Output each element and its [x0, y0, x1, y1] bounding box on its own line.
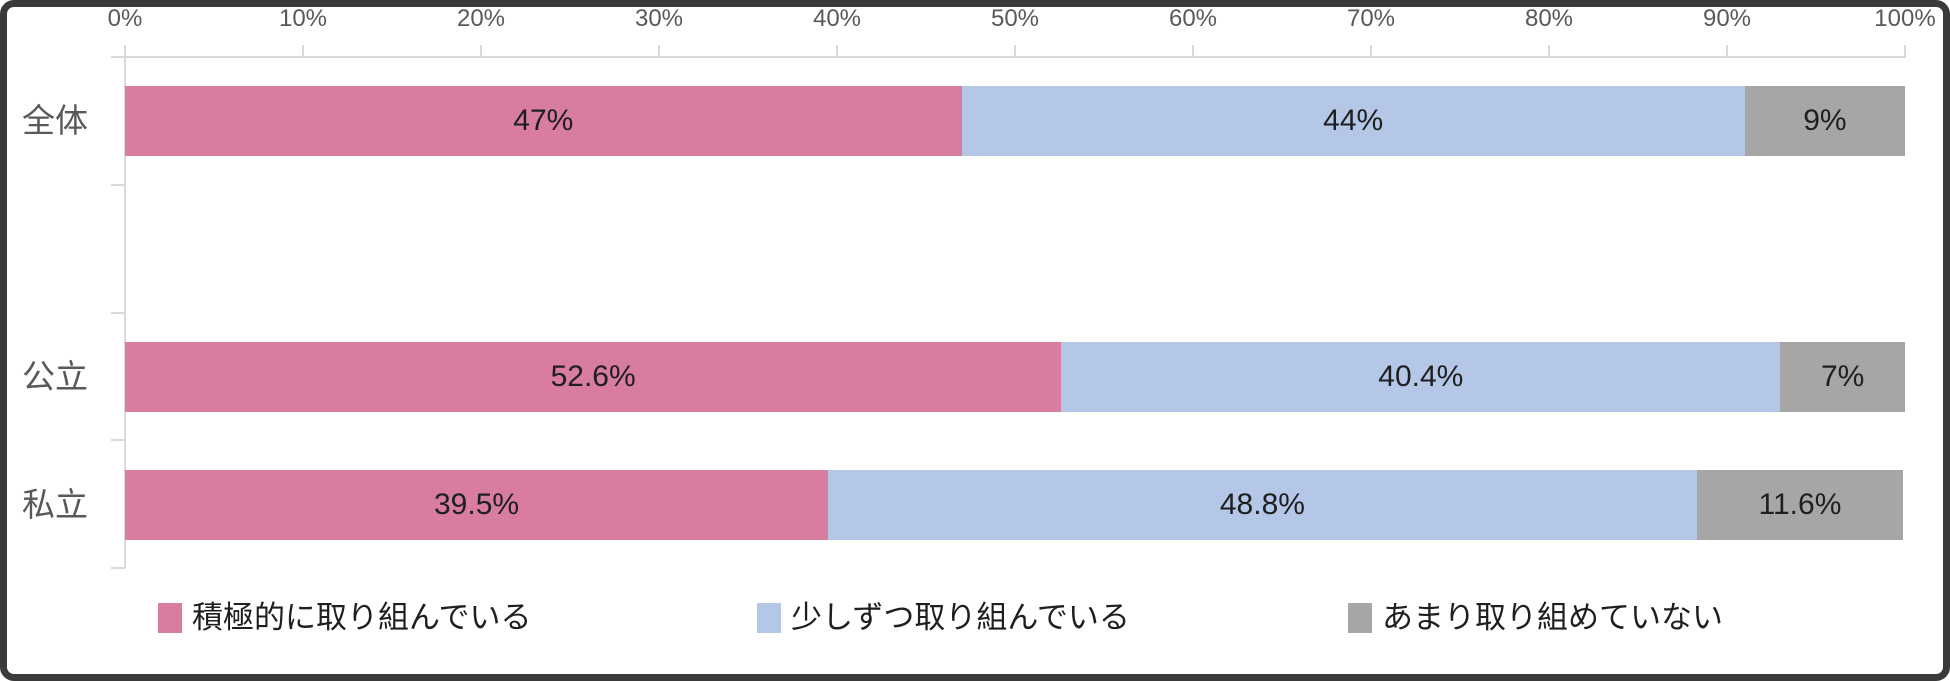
data-label: 9% — [1803, 104, 1847, 137]
legend-swatch — [757, 603, 781, 633]
x-axis-tick-mark — [1014, 45, 1016, 57]
legend-label: あまり取り組めていない — [1382, 600, 1723, 635]
data-label: 48.8% — [1219, 488, 1305, 521]
x-axis-tick-label: 90% — [1702, 5, 1752, 32]
category-axis-tick-mark — [111, 184, 125, 186]
x-axis-tick-mark — [1904, 45, 1906, 57]
category-axis-tick-mark — [111, 567, 125, 569]
data-label: 39.5% — [434, 488, 520, 521]
x-axis-tick-mark — [1370, 45, 1372, 57]
x-axis-tick-label: 50% — [990, 5, 1040, 32]
category-label: 公立 — [22, 358, 88, 395]
x-axis-tick-label: 30% — [634, 5, 684, 32]
data-label: 40.4% — [1378, 360, 1464, 393]
x-axis-tick-mark — [836, 45, 838, 57]
x-axis-tick-mark — [124, 45, 126, 57]
data-label: 11.6% — [1758, 488, 1842, 521]
bar-segment: 7% — [1780, 342, 1905, 412]
category-axis-line — [124, 57, 126, 568]
x-axis-tick-label: 80% — [1524, 5, 1574, 32]
x-axis-tick-label: 0% — [107, 5, 143, 32]
bar-segment: 44% — [961, 86, 1745, 156]
bar-row: 47% 44% 9% — [125, 86, 1905, 156]
bar-segment: 52.6% — [125, 342, 1062, 412]
x-axis-tick-label: 40% — [812, 5, 862, 32]
x-axis-tick-mark — [480, 45, 482, 57]
category-axis-tick-mark — [111, 439, 125, 441]
legend-swatch — [1348, 603, 1372, 633]
data-label: 44% — [1323, 104, 1384, 137]
bar-segment: 11.6% — [1696, 470, 1904, 540]
data-label: 52.6% — [550, 360, 636, 393]
data-label: 7% — [1820, 360, 1865, 393]
x-axis-tick-label: 60% — [1168, 5, 1218, 32]
x-axis-tick-label: 100% — [1874, 5, 1936, 32]
bar-segment: 48.8% — [828, 470, 1697, 540]
legend-label: 少しずつ取り組んでいる — [791, 600, 1130, 635]
legend-label: 積極的に取り組んでいる — [192, 600, 532, 635]
x-axis-tick-label: 10% — [278, 5, 328, 32]
bar-segment: 9% — [1744, 86, 1905, 156]
category-axis-tick-mark — [111, 56, 125, 58]
category-label: 私立 — [22, 486, 88, 523]
legend-swatch — [158, 603, 182, 633]
value-axis-line — [125, 56, 1906, 58]
x-axis-tick-label: 20% — [456, 5, 506, 32]
category-axis-tick-mark — [111, 312, 125, 314]
x-axis-tick-mark — [1192, 45, 1194, 57]
x-axis-tick-mark — [1548, 45, 1550, 57]
x-axis-tick-mark — [658, 45, 660, 57]
category-label: 全体 — [22, 102, 88, 139]
bar-segment: 40.4% — [1061, 342, 1781, 412]
bar-row: 52.6% 40.4% 7% — [125, 342, 1905, 412]
data-label: 47% — [513, 104, 574, 137]
x-axis-tick-mark — [1726, 45, 1728, 57]
bar-row: 39.5% 48.8% 11.6% — [125, 470, 1905, 540]
bar-segment: 47% — [125, 86, 962, 156]
x-axis-tick-mark — [302, 45, 304, 57]
bar-segment: 39.5% — [125, 470, 829, 540]
x-axis-tick-label: 70% — [1346, 5, 1396, 32]
